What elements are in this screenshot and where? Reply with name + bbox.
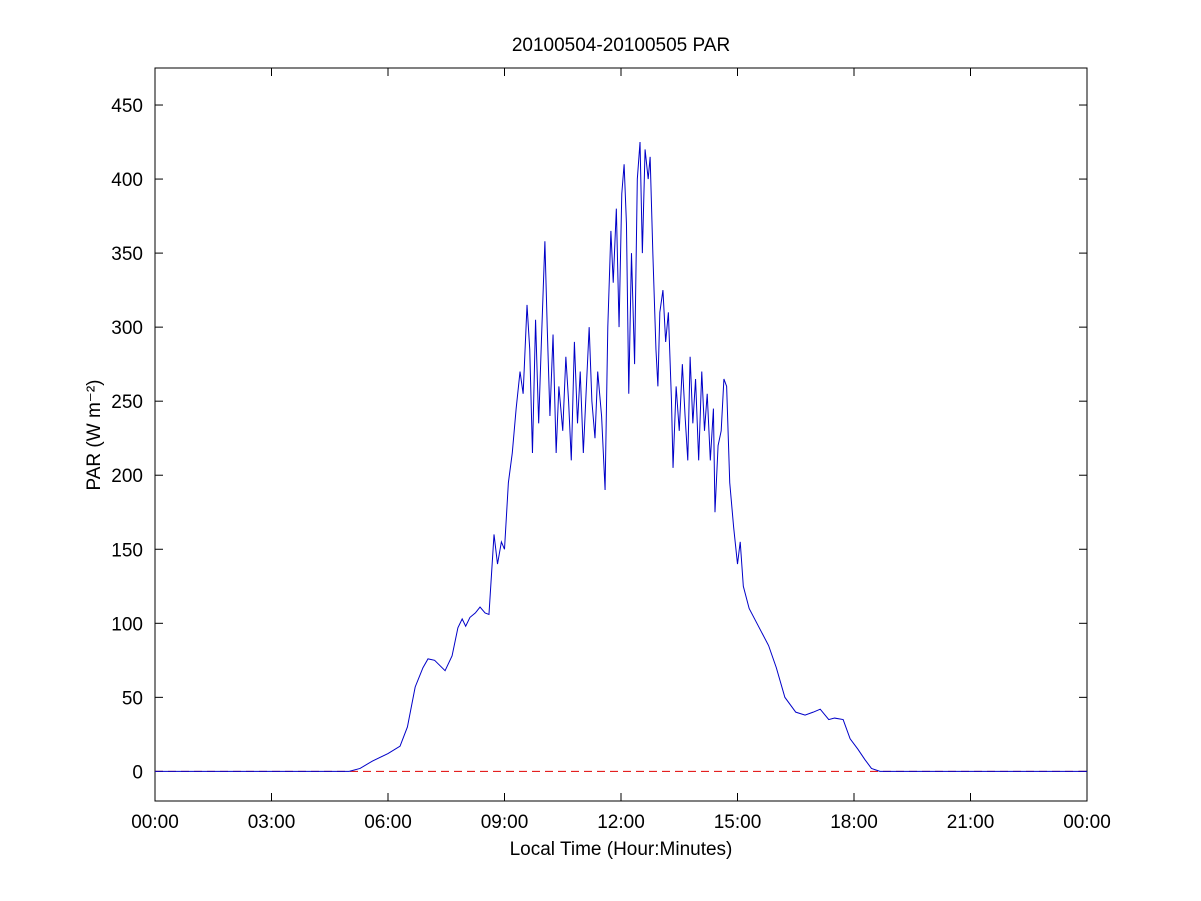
chart-title: 20100504-20100505 PAR: [512, 35, 730, 56]
x-tick-label: 00:00: [1063, 812, 1111, 833]
y-tick-label: 0: [132, 762, 143, 783]
x-tick-label: 15:00: [714, 812, 762, 833]
y-tick-label: 450: [111, 96, 143, 117]
x-tick-label: 06:00: [364, 812, 412, 833]
x-tick-label: 03:00: [248, 812, 296, 833]
y-tick-label: 300: [111, 318, 143, 339]
y-tick-label: 100: [111, 614, 143, 635]
x-tick-label: 00:00: [131, 812, 179, 833]
x-tick-label: 12:00: [597, 812, 645, 833]
y-tick-label: 150: [111, 540, 143, 561]
y-axis-label: PAR (W m⁻²): [84, 380, 105, 491]
y-tick-label: 50: [122, 688, 143, 709]
x-tick-label: 18:00: [830, 812, 878, 833]
y-tick-label: 250: [111, 392, 143, 413]
y-tick-label: 400: [111, 170, 143, 191]
y-tick-label: 350: [111, 244, 143, 265]
x-axis-label: Local Time (Hour:Minutes): [510, 839, 733, 860]
x-tick-label: 09:00: [481, 812, 529, 833]
y-tick-label: 200: [111, 466, 143, 487]
x-tick-label: 21:00: [947, 812, 995, 833]
data-line: [155, 142, 1087, 772]
